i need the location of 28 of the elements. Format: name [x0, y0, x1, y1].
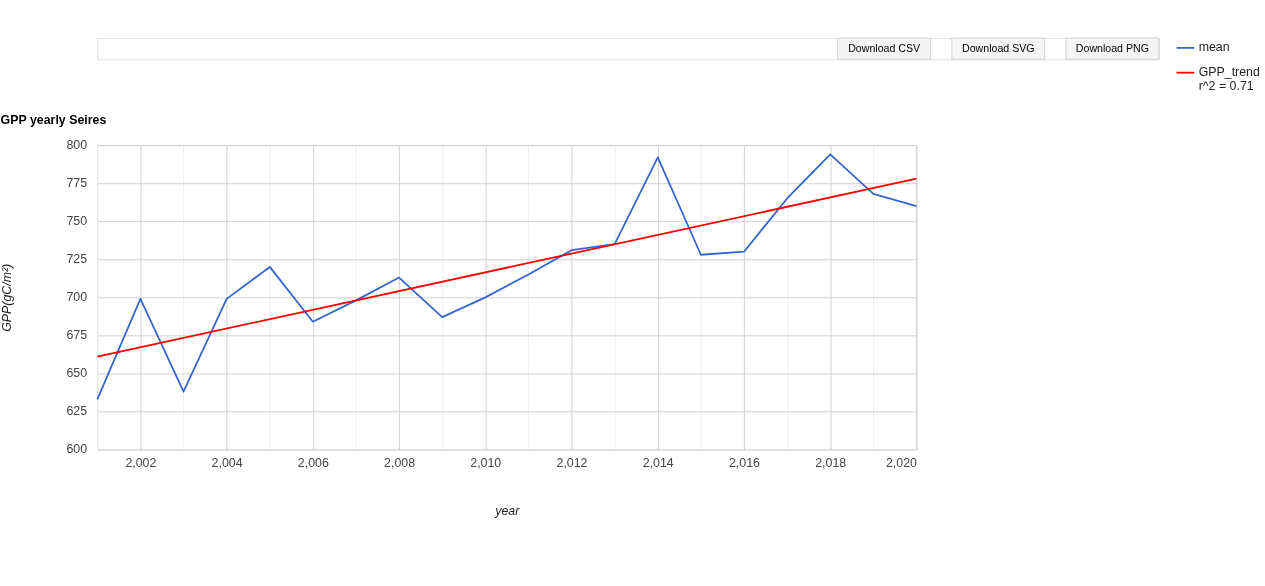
y-tick-label: 725: [66, 252, 88, 267]
x-tick-label: 2,014: [642, 455, 674, 470]
x-tick-label: 2,012: [556, 455, 588, 470]
y-tick-label: 625: [66, 404, 88, 419]
y-tick-label: 775: [66, 176, 88, 191]
x-tick-label: 2,016: [728, 455, 761, 470]
x-tick-label: 2,020: [885, 455, 918, 470]
line-series: [96, 153, 918, 401]
text: Download PNG: [1075, 42, 1149, 55]
text: Download SVG: [962, 42, 1035, 55]
x-tick-label: 2,004: [211, 455, 243, 470]
legend-label: mean: [1198, 40, 1230, 55]
x-tick-label: 2,002: [125, 455, 157, 470]
text: Download CSV: [848, 42, 922, 55]
y-tick-label: 650: [66, 366, 88, 381]
x-axis-title: year: [494, 503, 521, 518]
y-axis-title: GPP(gC/m²): [0, 263, 14, 332]
legend-label: GPP_trend r^2 = 0.71: [1198, 65, 1260, 94]
y-tick-label: 675: [66, 328, 88, 343]
x-tick-label: 2,006: [297, 455, 329, 470]
chart-title: GPP yearly Seires: [0, 112, 107, 127]
y-tick-label: 750: [66, 214, 88, 229]
x-tick-label: 2,018: [815, 455, 847, 470]
y-tick-label: 800: [66, 138, 88, 153]
x-tick-label: 2,008: [384, 455, 416, 470]
x-tick-label: 2,010: [470, 455, 502, 470]
y-tick-label: 700: [66, 290, 88, 305]
y-tick-label: 600: [66, 442, 88, 457]
